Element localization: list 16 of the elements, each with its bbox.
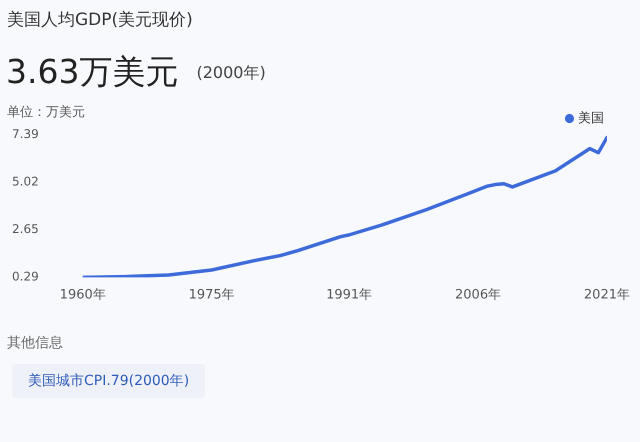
chart-title: 美国人均GDP(美元现价) [7,9,193,31]
chart-subtitle: 3.63万美元 [6,52,178,91]
legend-label: 美国 [578,110,604,126]
y-tick-label: 2.65 [12,222,39,236]
x-tick-label: 1975年 [188,288,235,303]
y-tick-label: 5.02 [12,174,39,189]
y-tick-label: 7.39 [12,127,39,142]
y-tick-label: 0.29 [12,270,39,284]
x-tick-label: 1960年 [60,288,106,303]
x-tick-label: 2021年 [584,288,630,303]
x-tick-label: 2006年 [455,288,502,303]
text: 美国城市CPI.79(2000年) [12,364,206,398]
y-axis-title: 单位：万美元 [7,104,85,121]
text: 其他信息 [7,334,64,352]
x-tick-label: 1991年 [326,288,372,303]
text: (2000年) [196,63,266,82]
